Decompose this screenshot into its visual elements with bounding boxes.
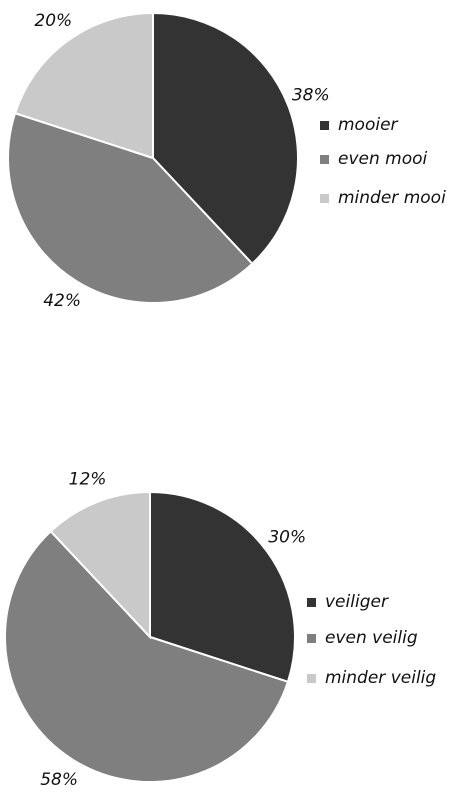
legend-label: mooier xyxy=(338,115,399,135)
pie-slice xyxy=(149,490,296,684)
legend-swatch xyxy=(320,194,329,203)
data-label: 38% xyxy=(292,86,330,106)
data-label: 20% xyxy=(34,11,72,31)
legend-swatch xyxy=(320,155,329,164)
data-label: 58% xyxy=(40,770,78,790)
data-label: 12% xyxy=(69,469,107,489)
legend-swatch xyxy=(307,634,316,643)
legend-label: minder veilig xyxy=(325,668,436,688)
pie-slice xyxy=(7,111,254,304)
legend-swatch xyxy=(307,598,316,607)
pie-slice xyxy=(49,490,151,640)
data-label: 42% xyxy=(43,291,81,311)
data-label: 30% xyxy=(268,527,306,547)
pie-slice xyxy=(4,529,290,783)
pie-slice xyxy=(13,11,154,160)
pie-slice xyxy=(152,11,299,266)
legend-swatch xyxy=(320,121,329,130)
legend-label: even veilig xyxy=(325,628,418,648)
legend-label: even mooi xyxy=(338,149,428,169)
legend-label: veiliger xyxy=(325,592,389,612)
legend-label: minder mooi xyxy=(338,188,446,208)
legend-swatch xyxy=(307,674,316,683)
